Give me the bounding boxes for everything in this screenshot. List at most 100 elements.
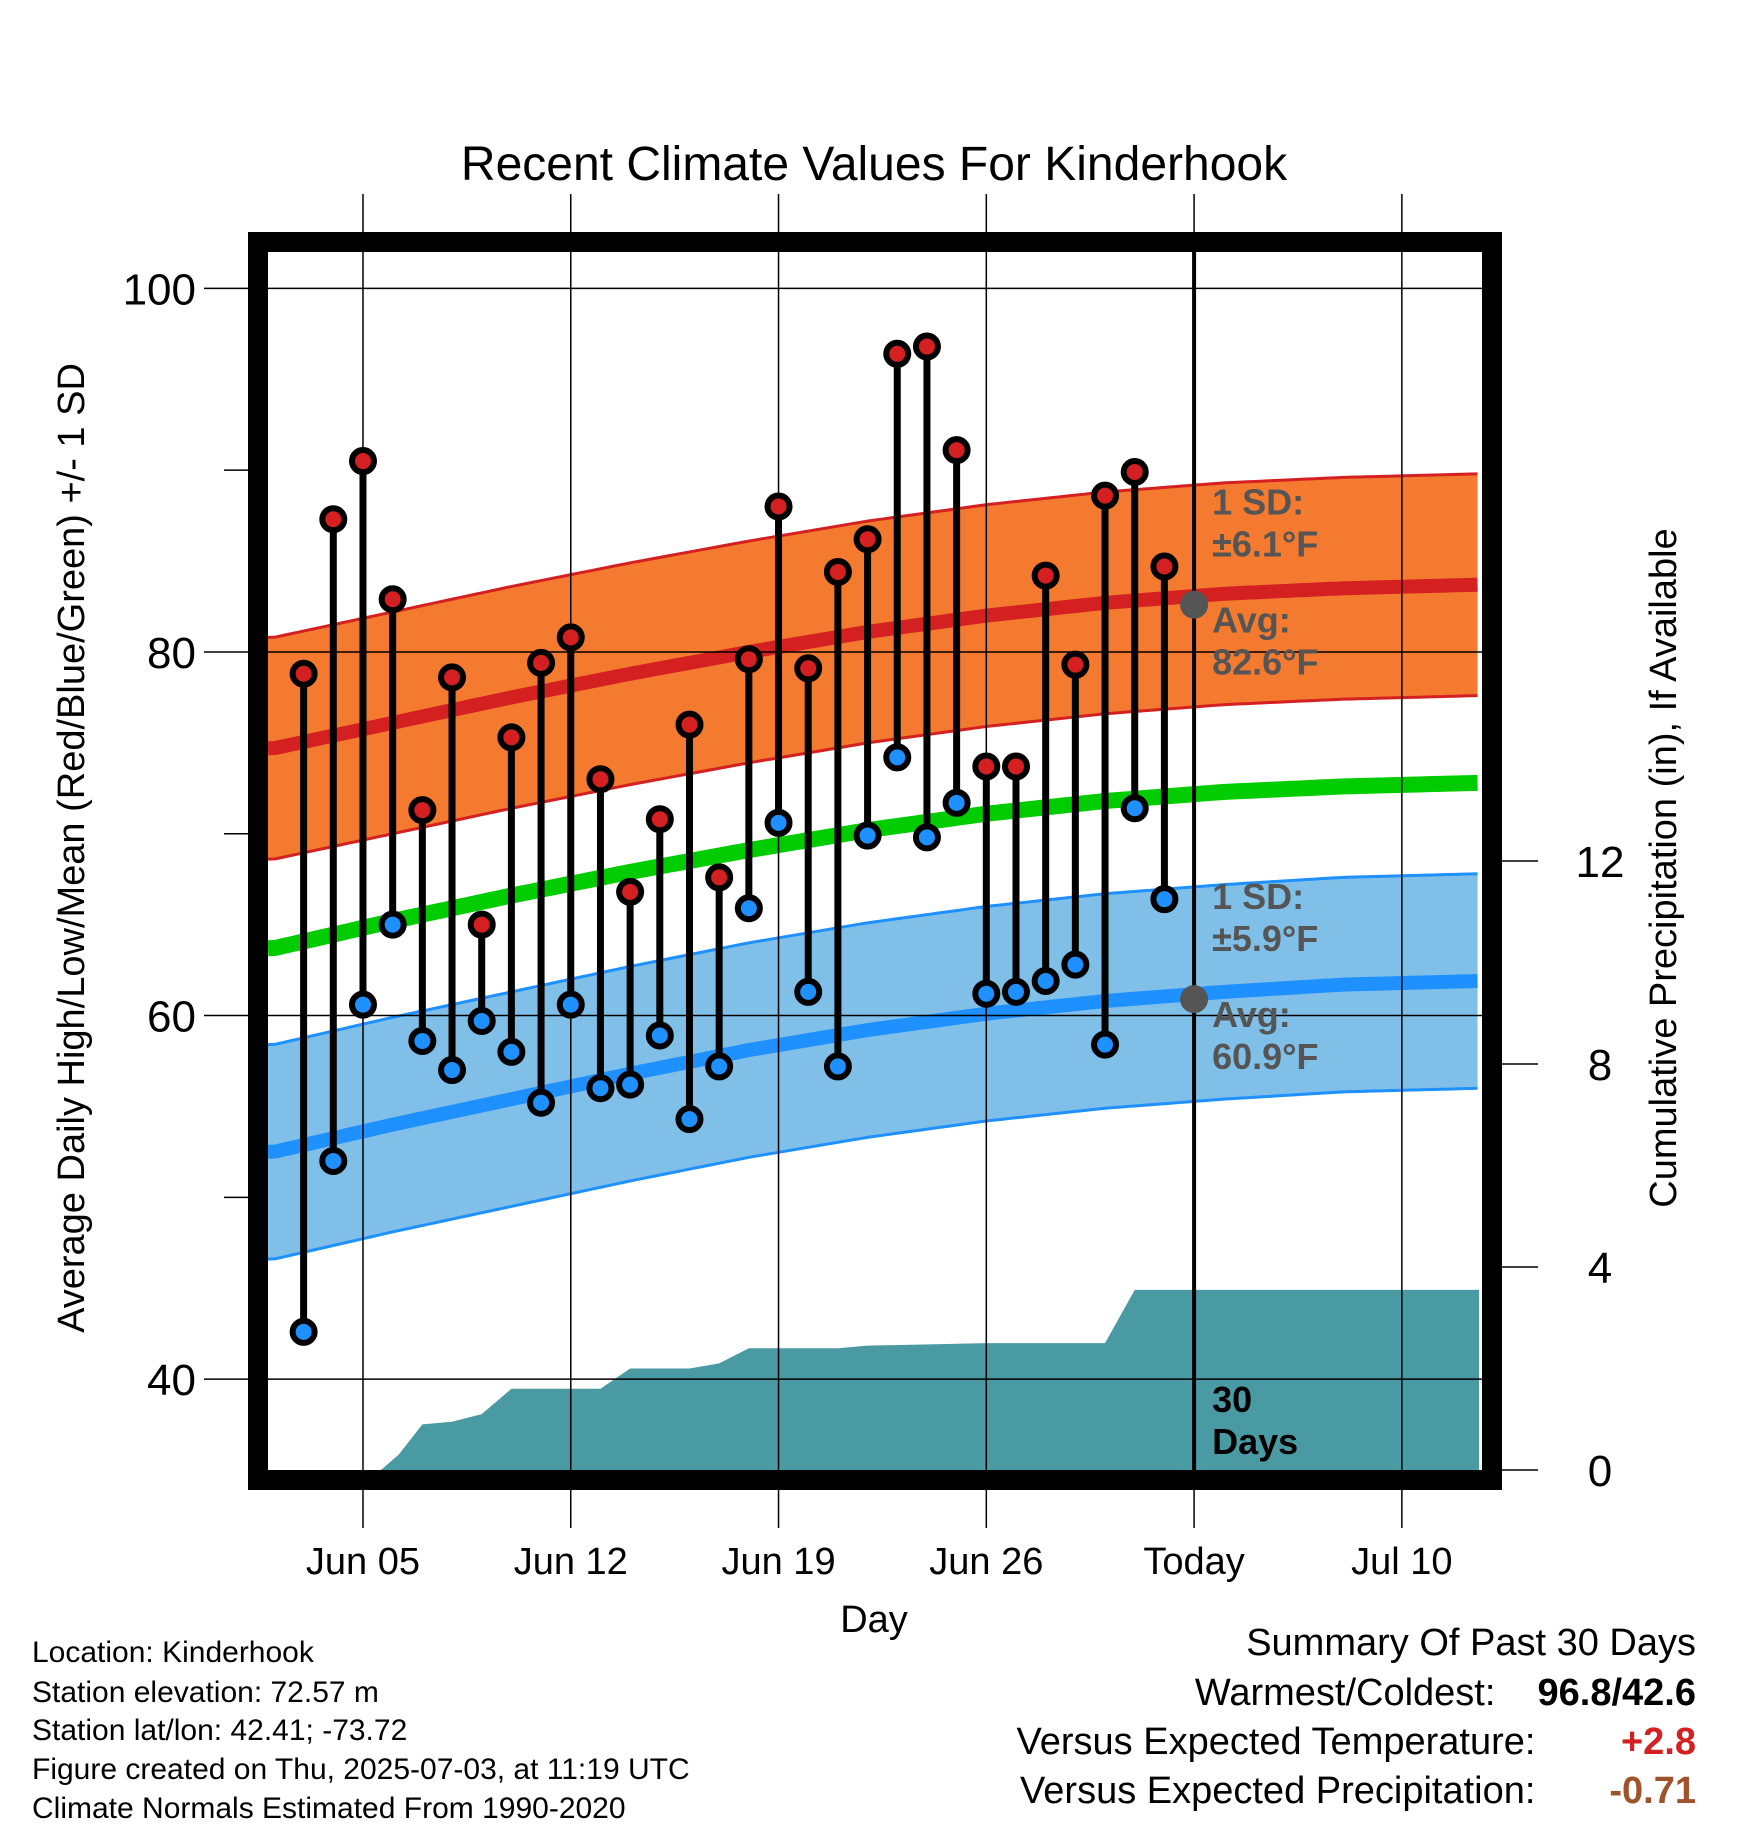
- normals-text: Climate Normals Estimated From 1990-2020: [32, 1792, 626, 1825]
- summary-temp: Versus Expected Temperature: +2.8: [1017, 1721, 1696, 1764]
- window-count-label: 30: [1212, 1379, 1252, 1420]
- normal-low-band-upper-edge: [268, 872, 1478, 1047]
- daily-low-point: [1091, 1030, 1120, 1059]
- daily-low-point: [467, 1006, 496, 1035]
- temp-label: Versus Expected Temperature:: [1016, 1721, 1536, 1763]
- daily-high-point: [794, 654, 823, 683]
- summary-warm-cold: Warmest/Coldest: 96.8/42.6: [1195, 1672, 1696, 1715]
- y-left-tick-label: 40: [147, 1356, 196, 1405]
- daily-low-point: [853, 821, 882, 850]
- normal-low-band-lower-edge: [268, 1086, 1478, 1261]
- high-avg-value: 82.6°F: [1212, 642, 1318, 683]
- daily-low-point: [497, 1037, 526, 1066]
- normal-high-band-upper-edge: [268, 472, 1478, 639]
- precip-area: [273, 1289, 1480, 1470]
- daily-high-point: [1061, 650, 1090, 679]
- y-axis-right-label: Cumulative Precipitation (in), If Availa…: [1643, 528, 1685, 1207]
- x-tick-label: Jun 26: [929, 1541, 1043, 1583]
- daily-high-point: [556, 623, 585, 652]
- normal-low-line: [268, 974, 1478, 1159]
- temp-value: +2.8: [1620, 1721, 1696, 1763]
- elevation-text: Station elevation: 72.57 m: [32, 1676, 379, 1709]
- daily-low-point: [1031, 966, 1060, 995]
- daily-high-point: [912, 332, 941, 361]
- y-left-tick-label: 60: [147, 993, 196, 1042]
- daily-low-point: [1001, 977, 1030, 1006]
- y-right-tick-label: 0: [1588, 1447, 1612, 1496]
- daily-high-point: [675, 710, 704, 739]
- daily-low-point: [408, 1026, 437, 1055]
- y-right-tick-label: 8: [1588, 1041, 1612, 1090]
- daily-low-point: [616, 1070, 645, 1099]
- low-sd-label: 1 SD:: [1212, 876, 1304, 917]
- plot-layer: [268, 252, 1482, 1470]
- x-tick-label: Jul 10: [1351, 1541, 1452, 1583]
- high-avg-label: Avg:: [1212, 600, 1291, 641]
- daily-high-point: [942, 436, 971, 465]
- y-right-tick-label: 4: [1588, 1244, 1612, 1293]
- normal-high-band-lower-edge: [268, 694, 1478, 861]
- daily-low-point: [1150, 885, 1179, 914]
- daily-high-point: [734, 645, 763, 674]
- daily-high-point: [1150, 552, 1179, 581]
- daily-low-point: [912, 823, 941, 852]
- daily-low-point: [289, 1317, 318, 1346]
- window-unit-label: Days: [1212, 1421, 1298, 1462]
- daily-high-point: [438, 663, 467, 692]
- daily-low-point: [348, 990, 377, 1019]
- y-left-tick-label: 100: [123, 265, 196, 314]
- daily-high-point: [289, 659, 318, 688]
- daily-high-point: [527, 648, 556, 677]
- daily-high-point: [853, 525, 882, 554]
- daily-low-point: [378, 910, 407, 939]
- high-avg-today-marker: [1180, 590, 1209, 619]
- x-tick-label: Jun 05: [306, 1541, 420, 1583]
- daily-low-point: [675, 1105, 704, 1134]
- daily-high-point: [467, 910, 496, 939]
- y-axis-left-label: Average Daily High/Low/Mean (Red/Blue/Gr…: [51, 363, 93, 1333]
- daily-low-point: [705, 1052, 734, 1081]
- plot-frame: [248, 232, 1502, 1490]
- daily-low-point: [319, 1146, 348, 1175]
- x-axis-label: Day: [840, 1599, 908, 1641]
- low-avg-label: Avg:: [1212, 994, 1291, 1035]
- x-tick-label: Today: [1143, 1541, 1244, 1583]
- daily-high-point: [1001, 752, 1030, 781]
- daily-high-point: [1091, 481, 1120, 510]
- daily-low-point: [794, 977, 823, 1006]
- daily-high-point: [378, 585, 407, 614]
- x-tick-label: Jun 12: [514, 1541, 628, 1583]
- daily-high-point: [497, 723, 526, 752]
- daily-high-point: [348, 447, 377, 476]
- daily-high-point: [823, 557, 852, 586]
- daily-high-point: [616, 877, 645, 906]
- daily-low-point: [942, 788, 971, 817]
- daily-high-point: [1120, 457, 1149, 486]
- location-text: Location: Kinderhook: [32, 1636, 314, 1669]
- chart-title: Recent Climate Values For Kinderhook: [461, 138, 1288, 191]
- summary-heading: Summary Of Past 30 Days: [1246, 1622, 1696, 1664]
- warm-cold-value: 96.8/42.6: [1537, 1672, 1696, 1714]
- normal-high-line: [268, 577, 1478, 756]
- daily-low-point: [1120, 794, 1149, 823]
- x-tick-label: Jun 19: [721, 1541, 835, 1583]
- precip-label: Versus Expected Precipitation:: [1020, 1770, 1536, 1812]
- daily-low-point: [645, 1021, 674, 1050]
- daily-low-point: [764, 808, 793, 837]
- precip-value: -0.71: [1609, 1770, 1696, 1812]
- daily-high-point: [705, 863, 734, 892]
- daily-high-point: [586, 765, 615, 794]
- daily-high-point: [645, 805, 674, 834]
- low-sd-value: ±5.9°F: [1212, 918, 1318, 959]
- warm-cold-label: Warmest/Coldest:: [1194, 1672, 1496, 1714]
- daily-low-point: [586, 1074, 615, 1103]
- high-sd-label: 1 SD:: [1212, 482, 1304, 523]
- daily-low-point: [527, 1088, 556, 1117]
- low-avg-today-marker: [1180, 985, 1209, 1014]
- daily-low-point: [972, 979, 1001, 1008]
- daily-high-point: [972, 752, 1001, 781]
- daily-low-point: [556, 990, 585, 1019]
- daily-high-point: [319, 505, 348, 534]
- daily-low-point: [1061, 950, 1090, 979]
